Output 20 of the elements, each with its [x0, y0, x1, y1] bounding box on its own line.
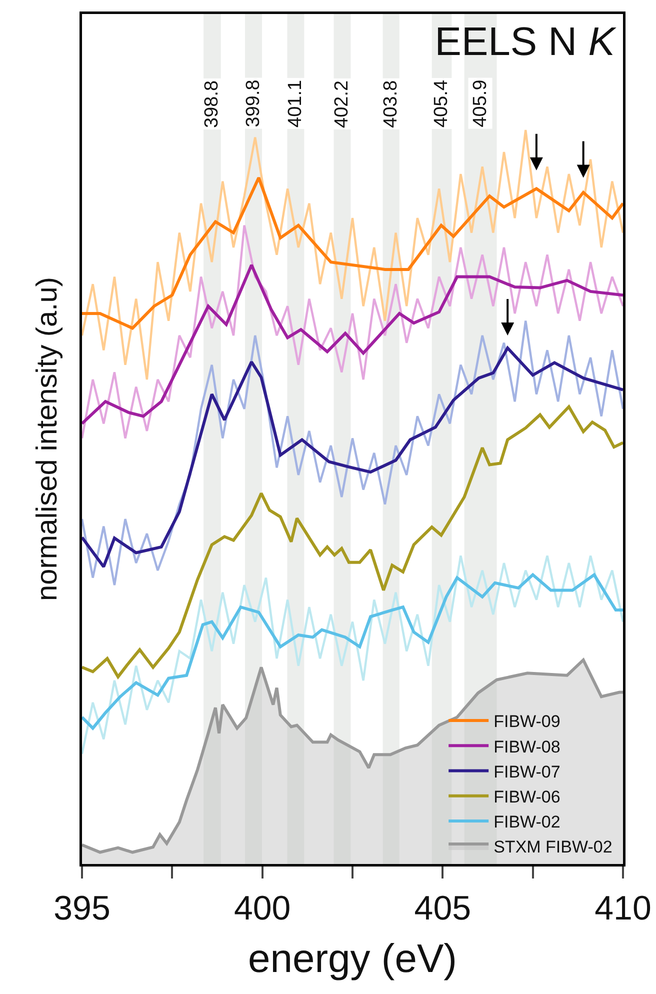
band-label: 401.1 [284, 80, 306, 128]
y-axis-title: normalised intensity (a.u) [32, 277, 64, 601]
legend-label: FIBW-02 [494, 812, 560, 832]
legend-label: FIBW-07 [494, 762, 560, 782]
legend-label: STXM FIBW-02 [494, 838, 612, 857]
x-tick-label: 410 [594, 889, 652, 928]
band-label: 402.2 [331, 80, 352, 128]
band-label: 405.4 [431, 80, 452, 128]
legend-label: FIBW-06 [494, 787, 560, 806]
chart-title: EELS N K [434, 20, 618, 64]
x-axis-title: energy (eV) [248, 937, 457, 982]
band-label: 399.8 [242, 80, 264, 128]
x-tick-label: 400 [234, 889, 291, 928]
legend-label: FIBW-09 [494, 712, 560, 732]
band-label: 403.8 [380, 80, 402, 128]
x-tick-label: 395 [54, 889, 110, 928]
legend-label: FIBW-08 [494, 737, 560, 756]
band-label: 405.9 [470, 80, 491, 128]
band-label: 398.8 [201, 80, 222, 128]
x-tick-label: 405 [414, 889, 472, 928]
